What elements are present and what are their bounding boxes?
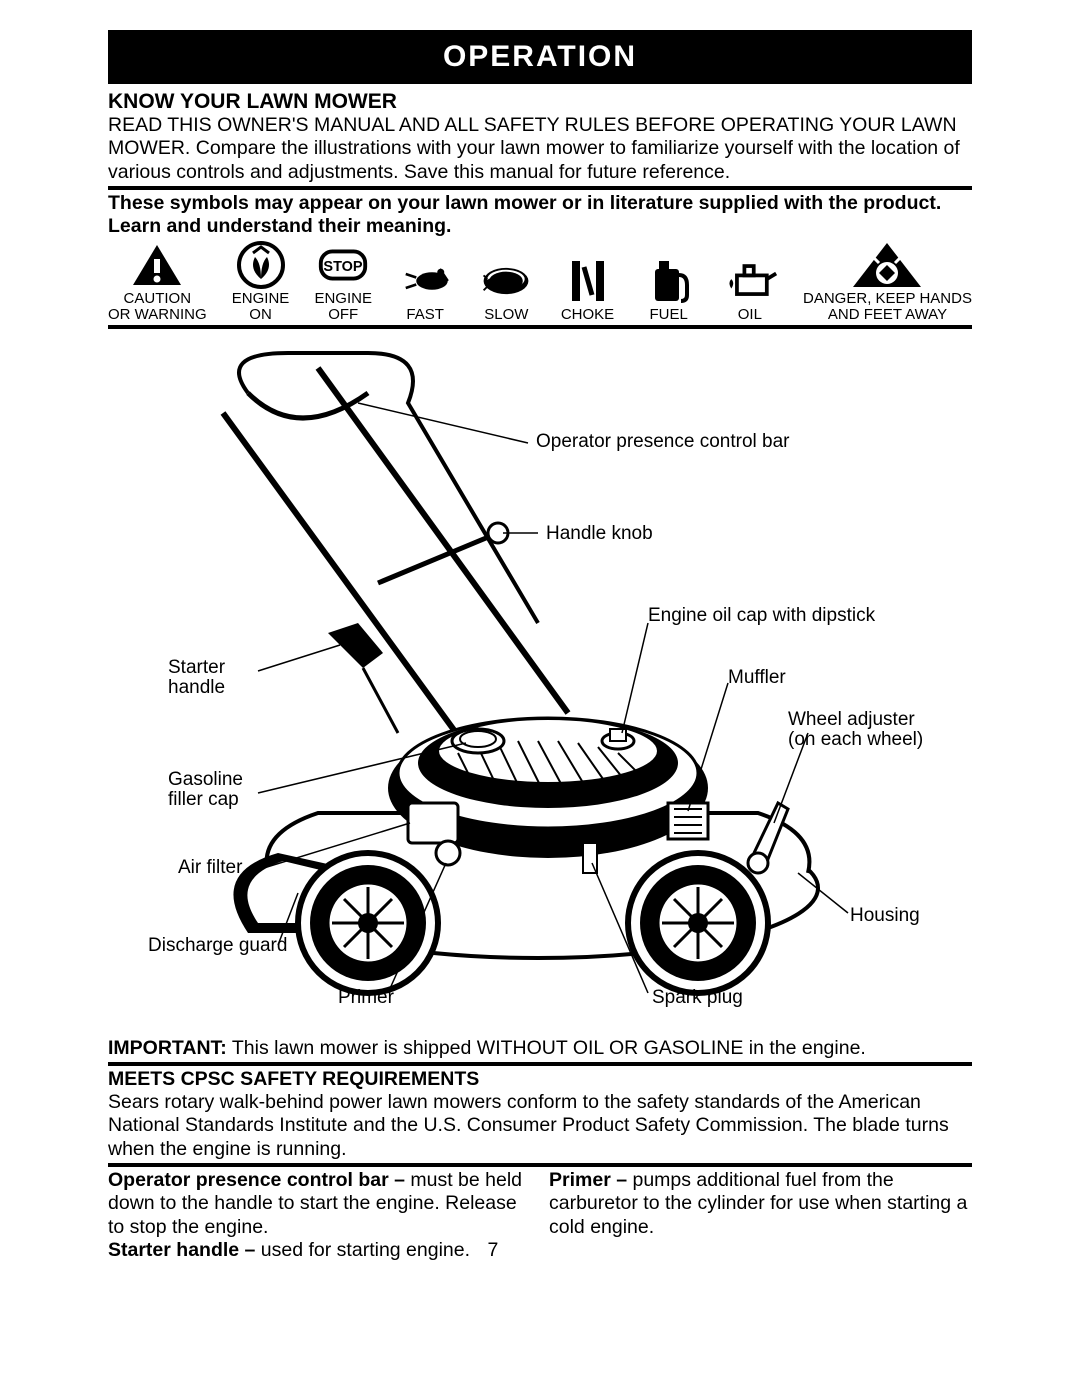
symbol-fuel: FUEL [641,255,697,323]
symbols-row: CAUTION OR WARNING ENGINE ON STOP EN [108,239,972,323]
symbol-label: CHOKE [561,307,614,323]
symbol-label: FAST [406,307,444,323]
label-handle-knob: Handle knob [546,523,653,544]
controls-right: Primer – pumps additional fuel from the … [549,1169,972,1263]
opcb-label: Operator presence control bar – [108,1169,405,1191]
svg-text:STOP: STOP [324,259,363,275]
label-wheel-adjuster-1: Wheel adjuster [788,709,915,730]
slow-icon [478,255,534,307]
symbol-label: DANGER, KEEP HANDS [803,291,972,307]
symbol-label: ENGINE [232,291,290,307]
label-air-filter: Air filter [178,857,243,878]
divider [108,325,972,329]
symbol-label-2: AND FEET AWAY [828,307,947,323]
controls-columns: Operator presence control bar – must be … [108,1169,972,1263]
controls-left: Operator presence control bar – must be … [108,1169,531,1263]
engine-off-icon: STOP [315,239,371,291]
primer-label: Primer – [549,1169,627,1191]
oil-icon [722,255,778,307]
important-note: IMPORTANT: This lawn mower is shipped WI… [108,1037,972,1060]
symbol-label: OIL [738,307,762,323]
divider [108,1163,972,1167]
starter-label: Starter handle – [108,1239,255,1261]
label-operator-bar: Operator presence control bar [536,431,790,452]
divider [108,1062,972,1066]
symbol-engine-off: STOP ENGINE OFF [314,239,372,323]
symbol-label: ENGINE [314,291,372,307]
symbol-oil: OIL [722,255,778,323]
symbol-label-2: ON [249,307,272,323]
symbol-label: SLOW [484,307,528,323]
mower-diagram: Operator presence control bar Handle kno… [108,333,972,1033]
label-discharge: Discharge guard [148,935,287,956]
cpsc-block: MEETS CPSC SAFETY REQUIREMENTS Sears rot… [108,1068,972,1162]
label-starter-1: Starter [168,657,226,678]
symbol-label-2: OFF [328,307,358,323]
fast-icon [397,255,453,307]
danger-icon [847,239,927,291]
label-wheel-adjuster-2: (on each wheel) [788,729,923,750]
cpsc-body: Sears rotary walk-behind power lawn mowe… [108,1091,972,1161]
label-starter-2: handle [168,677,225,698]
mower-diagram-svg: Operator presence control bar Handle kno… [108,333,972,1033]
label-spark: Spark plug [652,987,743,1008]
engine-on-icon [233,239,289,291]
symbol-caution: CAUTION OR WARNING [108,239,207,323]
cpsc-heading: MEETS CPSC SAFETY REQUIREMENTS [108,1068,972,1091]
symbol-label: FUEL [650,307,688,323]
label-gas-2: filler cap [168,789,239,810]
label-housing: Housing [850,905,920,926]
intro-paragraph: READ THIS OWNER'S MANUAL AND ALL SAFETY … [108,114,972,184]
section-title: OPERATION [443,40,637,73]
label-gas-1: Gasoline [168,769,243,790]
symbols-intro: These symbols may appear on your lawn mo… [108,192,972,237]
label-primer: Primer [338,987,395,1008]
symbol-choke: CHOKE [560,255,616,323]
symbol-fast: FAST [397,255,453,323]
page-number: 7 [487,1239,498,1261]
divider [108,186,972,190]
symbol-danger: DANGER, KEEP HANDS AND FEET AWAY [803,239,972,323]
symbol-label-2: OR WARNING [108,307,207,323]
choke-icon [560,255,616,307]
caution-icon [129,239,185,291]
know-heading: KNOW YOUR LAWN MOWER [108,90,972,114]
symbol-engine-on: ENGINE ON [232,239,290,323]
important-label: IMPORTANT: [108,1037,227,1059]
section-header: OPERATION [108,30,972,84]
symbol-label: CAUTION [124,291,192,307]
important-text: This lawn mower is shipped WITHOUT OIL O… [227,1037,866,1059]
label-oil-cap: Engine oil cap with dipstick [648,605,876,626]
starter-text: used for starting engine. [255,1239,470,1261]
fuel-icon [641,255,697,307]
label-muffler: Muffler [728,667,786,688]
symbol-slow: SLOW [478,255,534,323]
